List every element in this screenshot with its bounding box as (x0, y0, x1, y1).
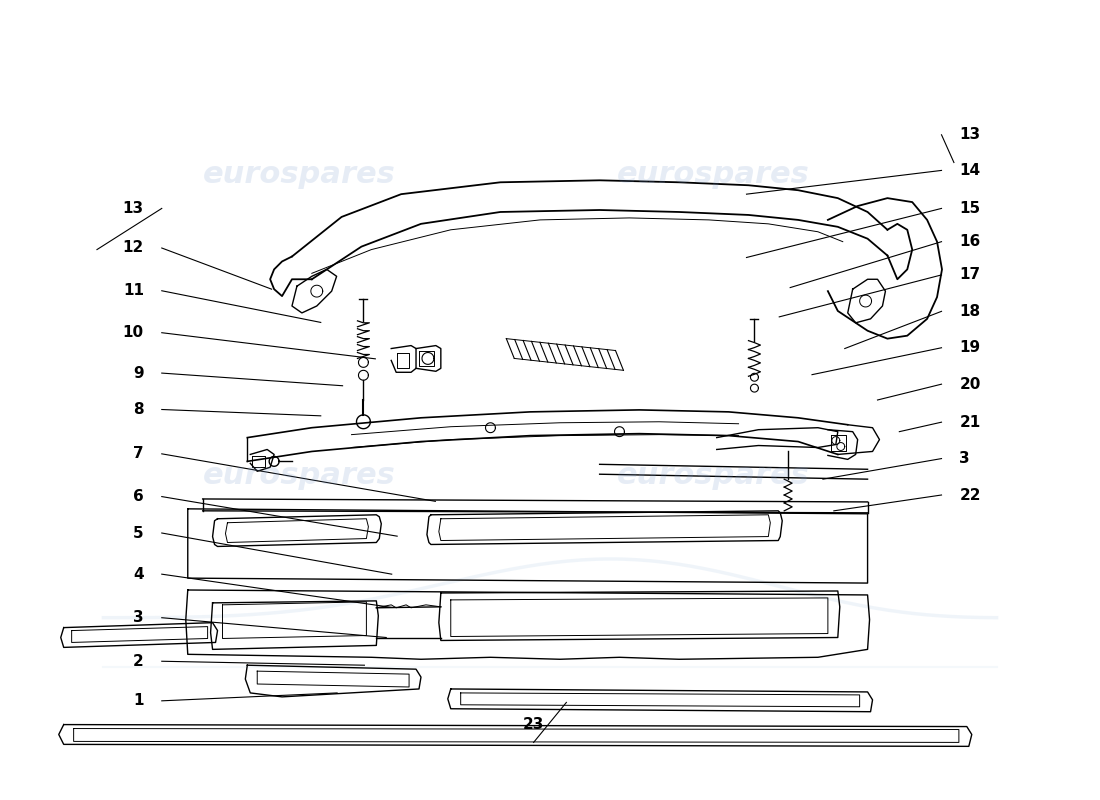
Text: 21: 21 (959, 414, 980, 430)
Text: eurospares: eurospares (617, 160, 810, 189)
Text: 20: 20 (959, 377, 981, 392)
Text: 1: 1 (133, 694, 144, 708)
Text: 10: 10 (123, 326, 144, 340)
Text: 17: 17 (959, 267, 980, 282)
Text: 14: 14 (959, 163, 980, 178)
Text: 3: 3 (133, 610, 144, 626)
Text: 22: 22 (959, 487, 981, 502)
Text: 8: 8 (133, 402, 144, 417)
Text: 5: 5 (133, 526, 144, 541)
Text: 19: 19 (959, 340, 980, 355)
Text: 11: 11 (123, 283, 144, 298)
Text: 12: 12 (122, 241, 144, 255)
Text: 4: 4 (133, 566, 144, 582)
Text: 23: 23 (522, 718, 544, 733)
Text: 9: 9 (133, 366, 144, 381)
Text: eurospares: eurospares (202, 160, 395, 189)
Text: eurospares: eurospares (617, 461, 810, 490)
Text: 16: 16 (959, 234, 980, 249)
Text: 13: 13 (959, 127, 980, 142)
Text: 13: 13 (123, 201, 144, 216)
Text: 3: 3 (959, 451, 970, 466)
Text: 18: 18 (959, 304, 980, 319)
Text: 6: 6 (133, 489, 144, 504)
Text: 2: 2 (133, 654, 144, 669)
Text: 7: 7 (133, 446, 144, 462)
Text: 15: 15 (959, 201, 980, 216)
Text: eurospares: eurospares (202, 461, 395, 490)
